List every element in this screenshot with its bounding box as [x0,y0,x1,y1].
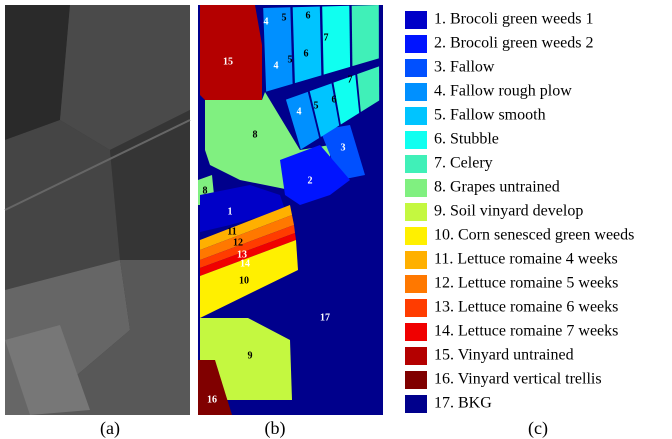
legend-swatch [405,35,427,53]
legend-label: 1. Brocoli green weeds 1 [434,11,594,28]
legend-label: 5. Fallow smooth [434,107,546,124]
map-label: 4 [297,106,302,117]
legend-swatch [405,323,427,341]
map-label: 6 [306,10,311,21]
map-label: 8 [203,185,208,196]
legend-swatch [405,275,427,293]
legend-swatch [405,299,427,317]
map-label: 16 [207,394,217,405]
legend-label: 16. Vinyard vertical trellis [434,371,602,388]
legend-swatch [405,347,427,365]
legend-swatch [405,203,427,221]
region [352,5,379,66]
map-label: 15 [223,56,233,67]
legend-label: 9. Soil vinyard develop [434,203,583,220]
legend-label: 3. Fallow [434,59,495,76]
legend-label: 11. Lettuce romaine 4 weeks [434,251,618,268]
legend-swatch [405,179,427,197]
map-label: 7 [324,32,329,43]
legend-swatch [405,59,427,77]
legend-label: 13. Lettuce romaine 6 weeks [434,299,618,316]
map-label: 8 [253,129,258,140]
map-label: 12 [233,237,243,248]
map-label: 5 [314,100,319,111]
legend-label: 4. Fallow rough plow [434,83,572,100]
legend-swatch [405,395,427,413]
legend-label: 10. Corn senesced green weeds [434,227,634,244]
map-label: 4 [274,60,279,71]
legend-label: 8. Grapes untrained [434,179,560,196]
legend-swatch [405,227,427,245]
legend-swatch [405,371,427,389]
legend-label: 2. Brocoli green weeds 2 [434,35,594,52]
map-label: 10 [239,275,249,286]
map-label: 6 [304,48,309,59]
map-label: 11 [227,226,236,237]
caption: (a) [100,418,120,439]
legend-label: 6. Stubble [434,131,499,148]
map-label: 2 [308,175,313,186]
legend-label: 14. Lettuce romaine 7 weeks [434,323,618,340]
caption: (c) [528,418,548,439]
legend-swatch [405,251,427,269]
legend: 1. Brocoli green weeds 1 2. Brocoli green… [405,11,634,413]
region [200,5,262,100]
grayscale-image [5,5,190,415]
map-label: 4 [264,16,269,27]
map-label: 9 [248,350,253,361]
legend-swatch [405,131,427,149]
map-label: 1 [228,206,233,217]
map-label: 3 [341,142,346,153]
legend-swatch [405,83,427,101]
legend-swatch [405,11,427,29]
map-label: 17 [320,312,330,323]
map-label: 14 [240,258,250,269]
legend-label: 7. Celery [434,155,493,172]
map-label: 5 [282,12,287,23]
map-label: 6 [332,94,337,105]
map-label: 5 [288,54,293,65]
map-label: 7 [348,74,353,85]
caption: (b) [265,418,286,439]
figure: 15 4 5 6 4 5 6 7 4 5 6 7 3 8 2 8 1 11 12… [0,0,672,439]
legend-swatch [405,107,427,125]
legend-label: 17. BKG [434,395,492,412]
legend-swatch [405,155,427,173]
legend-label: 12. Lettuce romaine 5 weeks [434,275,618,292]
legend-label: 15. Vinyard untrained [434,347,574,364]
